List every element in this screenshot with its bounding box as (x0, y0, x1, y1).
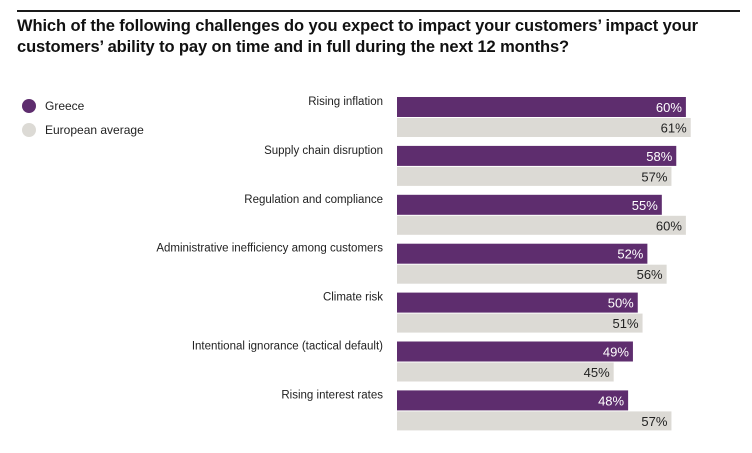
category-label-rising-inflation: Rising inflation (308, 96, 383, 108)
bar-european-average-administrative-inefficiency-among-customers (397, 264, 667, 284)
category-label-climate-risk: Climate risk (323, 292, 383, 304)
category-label-administrative-inefficiency-among-customers: Administrative inefficiency among custom… (156, 243, 383, 255)
bar-greece-supply-chain-disruption (397, 145, 677, 166)
value-label-european-average-rising-inflation: 61% (661, 121, 687, 136)
bar-european-average-climate-risk (397, 313, 643, 333)
bar-european-average-intentional-ignorance-tactical-default (397, 362, 614, 382)
value-label-greece-rising-inflation: 60% (656, 100, 682, 115)
value-label-greece-regulation-and-compliance: 55% (632, 198, 658, 213)
bar-greece-climate-risk (397, 292, 638, 313)
value-label-european-average-rising-interest-rates: 57% (641, 414, 667, 429)
legend-item-greece: Greece (22, 94, 144, 118)
bar-greece-regulation-and-compliance (397, 194, 662, 215)
value-label-european-average-regulation-and-compliance: 60% (656, 218, 682, 233)
legend-label-european-average: European average (45, 123, 144, 137)
top-rule (17, 10, 740, 12)
value-label-european-average-climate-risk: 51% (613, 316, 639, 331)
value-label-european-average-supply-chain-disruption: 57% (641, 169, 667, 184)
value-label-european-average-intentional-ignorance-tactical-default: 45% (584, 365, 610, 380)
category-label-supply-chain-disruption: Supply chain disruption (264, 145, 383, 157)
bar-european-average-rising-interest-rates (397, 411, 672, 431)
value-label-greece-administrative-inefficiency-among-customers: 52% (617, 247, 643, 262)
bar-greece-intentional-ignorance-tactical-default (397, 341, 633, 362)
bar-european-average-rising-inflation (397, 118, 691, 137)
value-label-greece-intentional-ignorance-tactical-default: 49% (603, 345, 629, 360)
category-label-intentional-ignorance-tactical-default: Intentional ignorance (tactical default) (192, 341, 383, 353)
value-label-greece-supply-chain-disruption: 58% (646, 149, 672, 164)
legend-dot-european-average-icon (22, 123, 36, 137)
bar-greece-administrative-inefficiency-among-customers (397, 243, 648, 264)
legend-item-european-average: European average (22, 118, 144, 142)
value-label-european-average-administrative-inefficiency-among-customers: 56% (637, 267, 663, 282)
legend-dot-greece-icon (22, 99, 36, 113)
bar-greece-rising-inflation (397, 97, 686, 117)
legend: Greece European average (22, 94, 144, 142)
legend-label-greece: Greece (45, 99, 85, 113)
category-label-rising-interest-rates: Rising interest rates (281, 389, 383, 401)
value-label-greece-rising-interest-rates: 48% (598, 393, 624, 408)
bar-european-average-supply-chain-disruption (397, 166, 672, 186)
category-label-regulation-and-compliance: Regulation and compliance (244, 194, 383, 206)
bar-greece-rising-interest-rates (397, 390, 629, 411)
bar-european-average-regulation-and-compliance (397, 215, 686, 235)
value-label-greece-climate-risk: 50% (608, 296, 634, 311)
chart-title: Which of the following challenges do you… (17, 17, 698, 56)
